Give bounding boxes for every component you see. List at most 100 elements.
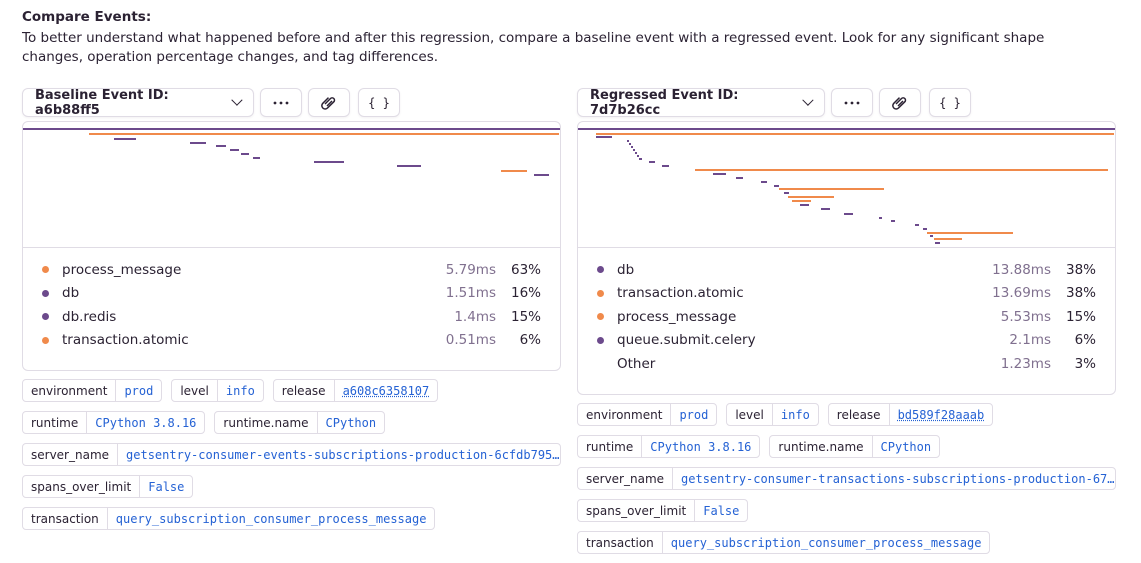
legend-row: db 1.51ms 16% — [42, 282, 541, 306]
span-bar — [637, 155, 639, 157]
span-bar — [635, 152, 637, 154]
baseline-more-button[interactable] — [260, 88, 302, 117]
legend-percent: 15% — [510, 308, 541, 325]
regressed-event-selector[interactable]: Regressed Event ID: 7d7b26cc — [577, 88, 825, 118]
paperclip-icon — [892, 96, 907, 110]
baseline-link-button[interactable] — [308, 88, 350, 117]
tag-key: runtime — [23, 412, 88, 433]
tag-spans-over-limit: spans_over_limit False — [22, 475, 194, 498]
span-bar — [596, 133, 1114, 135]
regressed-panel: Regressed Event ID: 7d7b26cc { } — [577, 88, 1116, 554]
span-bar — [923, 228, 927, 230]
tag-value[interactable]: getsentry-consumer-transactions-subscrip… — [681, 471, 1115, 486]
span-bar — [662, 165, 669, 167]
tag-key: release — [274, 380, 335, 401]
tag-value[interactable]: False — [148, 479, 185, 494]
regressed-more-button[interactable] — [831, 88, 873, 117]
tag-transaction: transaction query_subscription_consumer_p… — [22, 507, 436, 530]
regressed-json-button[interactable]: { } — [929, 88, 971, 117]
regressed-toolbar: Regressed Event ID: 7d7b26cc { } — [577, 88, 1116, 119]
baseline-event-selector[interactable]: Baseline Event ID: a6b88ff5 — [22, 88, 254, 118]
legend-duration: 5.79ms — [445, 261, 496, 278]
tag-value[interactable]: prod — [679, 407, 709, 422]
tag-value[interactable]: prod — [124, 383, 154, 398]
tag-key: runtime.name — [215, 412, 318, 433]
span-bar — [844, 213, 853, 215]
legend-percent: 63% — [510, 261, 541, 278]
legend-op: process_message — [62, 261, 182, 278]
paperclip-icon — [321, 96, 336, 110]
legend-row: transaction.atomic 0.51ms 6% — [42, 329, 541, 353]
span-bar — [397, 165, 421, 167]
span-bar — [596, 136, 612, 138]
tag-runtime: runtime CPython 3.8.16 — [22, 411, 206, 434]
tag-value[interactable]: a608c6358107 — [342, 383, 430, 398]
span-bar — [736, 177, 743, 179]
legend-duration: 1.23ms — [1000, 355, 1051, 372]
ellipsis-icon — [273, 101, 289, 104]
legend-row: Other 1.23ms 3% — [597, 352, 1096, 376]
span-bar — [534, 174, 549, 176]
tag-value[interactable]: info — [225, 383, 255, 398]
tag-value[interactable]: CPython — [325, 415, 377, 430]
legend-percent: 6% — [1074, 332, 1096, 349]
legend-dot — [597, 266, 604, 274]
tag-value[interactable]: CPython 3.8.16 — [650, 439, 752, 454]
legend-dot — [42, 336, 49, 344]
tag-value[interactable]: query_subscription_consumer_process_mess… — [670, 535, 982, 550]
legend-dot — [597, 336, 604, 344]
span-bar — [241, 153, 249, 155]
tag-key: spans_over_limit — [578, 500, 696, 521]
tag-spans-over-limit: spans_over_limit False — [577, 499, 749, 522]
legend-op: Other — [617, 355, 656, 372]
tag-key: level — [172, 380, 218, 401]
legend-duration: 0.51ms — [445, 332, 496, 349]
legend-duration: 13.88ms — [992, 261, 1051, 278]
baseline-span-chart — [23, 122, 560, 248]
span-bar — [800, 204, 809, 206]
tag-key: server_name — [578, 468, 674, 489]
tag-value[interactable]: CPython 3.8.16 — [95, 415, 197, 430]
legend-dot — [597, 360, 604, 367]
regressed-span-svg — [578, 128, 1115, 244]
span-bar — [314, 161, 344, 163]
legend-op: transaction.atomic — [62, 332, 189, 349]
legend-row: queue.submit.celery 2.1ms 6% — [597, 329, 1096, 353]
section-title: Compare Events: — [22, 9, 152, 25]
json-icon: { } — [368, 95, 390, 110]
span-bar — [934, 238, 962, 240]
tag-environment: environment prod — [577, 403, 718, 426]
tag-key: runtime.name — [770, 436, 873, 457]
baseline-panel: Baseline Event ID: a6b88ff5 { } — [22, 88, 561, 530]
span-bar — [930, 235, 933, 237]
tag-value[interactable]: bd589f28aaab — [897, 407, 985, 422]
span-bar — [788, 196, 834, 198]
tag-runtime-name: runtime.name CPython — [769, 435, 941, 458]
regressed-link-button[interactable] — [879, 88, 921, 117]
tag-value[interactable]: info — [780, 407, 810, 422]
tag-value[interactable]: CPython — [880, 439, 932, 454]
legend-percent: 16% — [510, 285, 541, 302]
chevron-down-icon — [231, 93, 243, 106]
legend-op: transaction.atomic — [617, 285, 744, 302]
baseline-legend: process_message 5.79ms 63% db 1.51ms 16% db.… — [23, 248, 560, 360]
json-icon: { } — [939, 95, 961, 110]
tag-key: spans_over_limit — [23, 476, 141, 497]
span-bar — [784, 192, 789, 194]
baseline-json-button[interactable]: { } — [358, 88, 400, 117]
legend-op: db.redis — [62, 308, 117, 325]
legend-row: db.redis 1.4ms 15% — [42, 305, 541, 329]
span-bar — [627, 140, 629, 142]
legend-dot — [597, 289, 604, 297]
span-bar — [915, 224, 919, 226]
tag-value[interactable]: False — [703, 503, 740, 518]
tag-key: transaction — [23, 508, 108, 529]
tag-value[interactable]: query_subscription_consumer_process_mess… — [115, 511, 427, 526]
span-bar — [633, 149, 635, 151]
section-description: To better understand what happened befor… — [22, 30, 1045, 65]
chevron-down-icon — [802, 94, 814, 105]
legend-op: db — [62, 285, 80, 302]
span-bar — [774, 185, 779, 187]
legend-percent: 15% — [1065, 308, 1096, 325]
tag-value[interactable]: getsentry-consumer-events-subscriptions-… — [126, 447, 560, 462]
